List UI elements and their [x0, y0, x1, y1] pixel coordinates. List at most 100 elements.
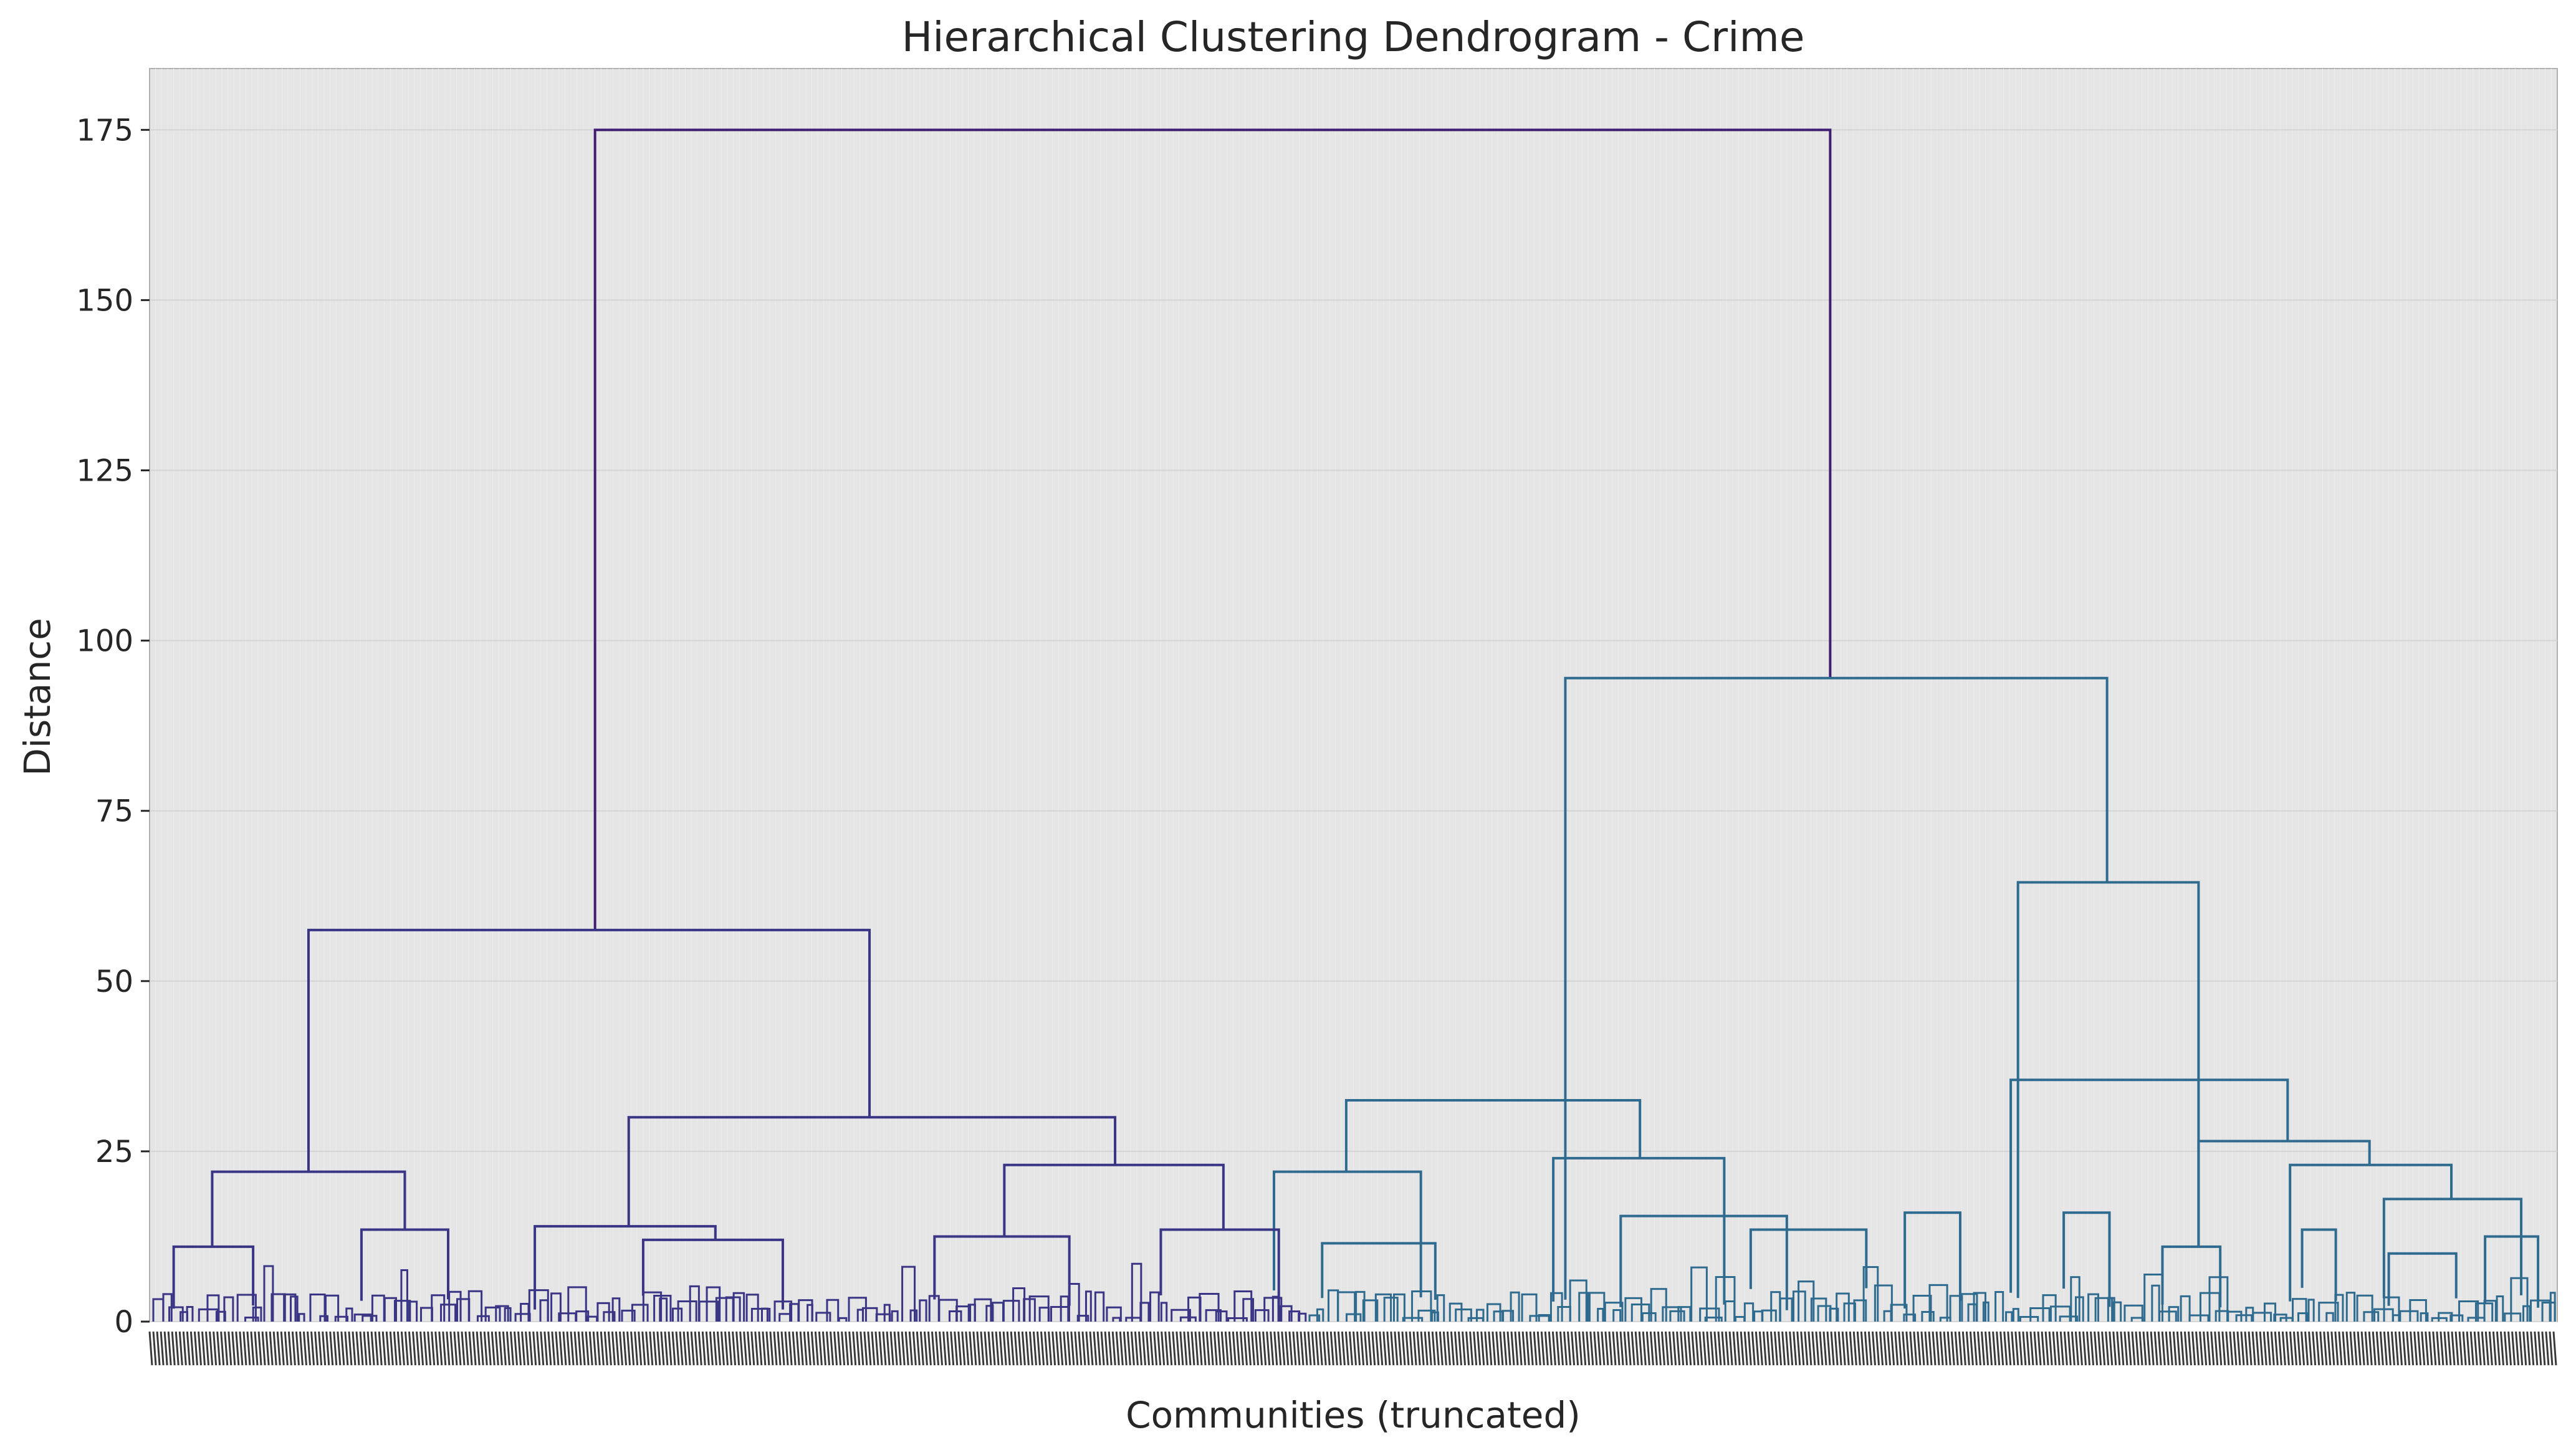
leaf-tick-label — [878, 1331, 883, 1366]
leaf-tick-label — [1266, 1331, 1271, 1366]
leaf-tick-label — [889, 1331, 894, 1366]
leaf-tick-label — [1063, 1331, 1068, 1366]
leaf-cluster-link — [1862, 1265, 1879, 1322]
leaf-tick-label — [1672, 1331, 1677, 1366]
leaf-tick-label — [1623, 1331, 1628, 1366]
leaf-tick-label — [2496, 1331, 2501, 1366]
y-tick-label: 100 — [76, 624, 133, 659]
leaf-tick-label — [487, 1331, 492, 1366]
leaf-tick-label — [1002, 1331, 1007, 1366]
leaf-tick-label — [1480, 1331, 1485, 1366]
leaf-tick-label — [735, 1331, 740, 1366]
leaf-tick-label — [788, 1331, 793, 1366]
leaf-cluster-link — [2409, 1299, 2427, 1322]
leaf-cluster-link — [760, 1307, 768, 1322]
leaf-tick-label — [1710, 1331, 1715, 1366]
leaf-cluster-link — [1374, 1293, 1392, 1322]
leaf-tick-label — [1198, 1331, 1203, 1366]
leaf-tick-label — [1740, 1331, 1745, 1366]
leaf-tick-label — [1582, 1331, 1587, 1366]
leaf-tick-label — [1262, 1331, 1267, 1366]
leaf-tick-label — [1288, 1331, 1293, 1366]
leaf-tick-label — [1220, 1331, 1225, 1366]
leaf-markers — [148, 1329, 2557, 1368]
leaf-tick-label — [1837, 1331, 1842, 1366]
leaf-cluster-link — [1949, 1295, 1963, 1322]
leaf-cluster-link — [2263, 1302, 2277, 1322]
leaf-tick-label — [1695, 1331, 1700, 1366]
leaf-tick-label — [784, 1331, 789, 1366]
leaf-tick-label — [1153, 1331, 1158, 1366]
leaf-cluster-link — [504, 1307, 512, 1322]
leaf-tick-label — [1536, 1331, 1541, 1366]
leaf-tick-label — [1525, 1331, 1530, 1366]
leaf-tick-label — [182, 1331, 187, 1366]
leaf-tick-label — [1488, 1331, 1493, 1366]
leaf-tick-label — [1224, 1331, 1229, 1366]
leaf-tick-label — [954, 1331, 959, 1366]
leaf-tick-label — [325, 1331, 330, 1366]
leaf-tick-label — [2281, 1331, 2286, 1366]
dendrogram-link — [360, 1228, 450, 1301]
leaf-tick-label — [412, 1331, 417, 1366]
leaf-tick-label — [607, 1331, 612, 1366]
leaf-cluster-link — [567, 1286, 587, 1322]
leaf-tick-label — [1149, 1331, 1154, 1366]
leaf-tick-label — [1965, 1331, 1970, 1366]
leaf-tick-label — [2183, 1331, 2188, 1366]
leaf-tick-label — [573, 1331, 578, 1366]
leaf-tick-label — [2334, 1331, 2339, 1366]
leaf-tick-label — [1604, 1331, 1609, 1366]
leaf-tick-label — [2248, 1331, 2253, 1366]
leaf-cluster-link — [476, 1315, 490, 1322]
leaf-tick-label — [242, 1331, 247, 1366]
leaf-cluster-link — [1650, 1288, 1667, 1322]
leaf-cluster-link — [298, 1313, 305, 1322]
leaf-tick-label — [2063, 1331, 2068, 1366]
leaf-cluster-link — [2504, 1312, 2522, 1322]
leaf-tick-label — [1032, 1331, 1037, 1366]
leaf-tick-label — [2229, 1331, 2234, 1366]
leaf-tick-label — [404, 1331, 409, 1366]
dendrogram-link — [2016, 881, 2200, 1299]
leaf-tick-label — [747, 1331, 752, 1366]
leaf-cluster-link — [2019, 1315, 2039, 1322]
leaf-tick-label — [1680, 1331, 1685, 1366]
leaf-tick-label — [1766, 1331, 1771, 1366]
leaf-tick-label — [2206, 1331, 2211, 1366]
leaf-tick-label — [1894, 1331, 1899, 1366]
leaf-tick-label — [1796, 1331, 1801, 1366]
leaf-tick-label — [1856, 1331, 1861, 1366]
leaf-tick-label — [1981, 1331, 1985, 1366]
leaf-cluster-link — [289, 1295, 299, 1322]
leaf-tick-label — [743, 1331, 748, 1366]
leaf-cluster-link — [345, 1307, 353, 1322]
leaf-tick-label — [2142, 1331, 2147, 1366]
leaf-tick-label — [1800, 1331, 1805, 1366]
leaf-tick-label — [333, 1331, 338, 1366]
leaf-tick-label — [502, 1331, 507, 1366]
leaf-tick-label — [1728, 1331, 1733, 1366]
leaf-tick-label — [694, 1331, 699, 1366]
leaf-tick-label — [329, 1331, 334, 1366]
leaf-cluster-link — [909, 1309, 918, 1322]
leaf-cluster-link — [1704, 1316, 1723, 1322]
leaf-tick-label — [2526, 1331, 2531, 1366]
leaf-cluster-link — [1279, 1305, 1293, 1322]
leaf-tick-label — [2285, 1331, 2290, 1366]
leaf-tick-label — [2105, 1331, 2110, 1366]
leaf-cluster-link — [495, 1305, 509, 1322]
leaf-tick-label — [1435, 1331, 1440, 1366]
dendrogram-link — [1003, 1163, 1225, 1237]
leaf-tick-label — [1427, 1331, 1432, 1366]
leaf-tick-label — [2312, 1331, 2317, 1366]
leaf-tick-label — [1852, 1331, 1857, 1366]
leaf-cluster-link — [2483, 1300, 2497, 1322]
dendrogram-link — [172, 1245, 255, 1309]
leaf-tick-label — [2454, 1331, 2459, 1366]
leaf-tick-label — [2345, 1331, 2350, 1366]
leaf-tick-label — [886, 1331, 891, 1366]
leaf-tick-label — [1649, 1331, 1654, 1366]
leaf-tick-label — [2101, 1331, 2106, 1366]
leaf-tick-label — [728, 1331, 733, 1366]
